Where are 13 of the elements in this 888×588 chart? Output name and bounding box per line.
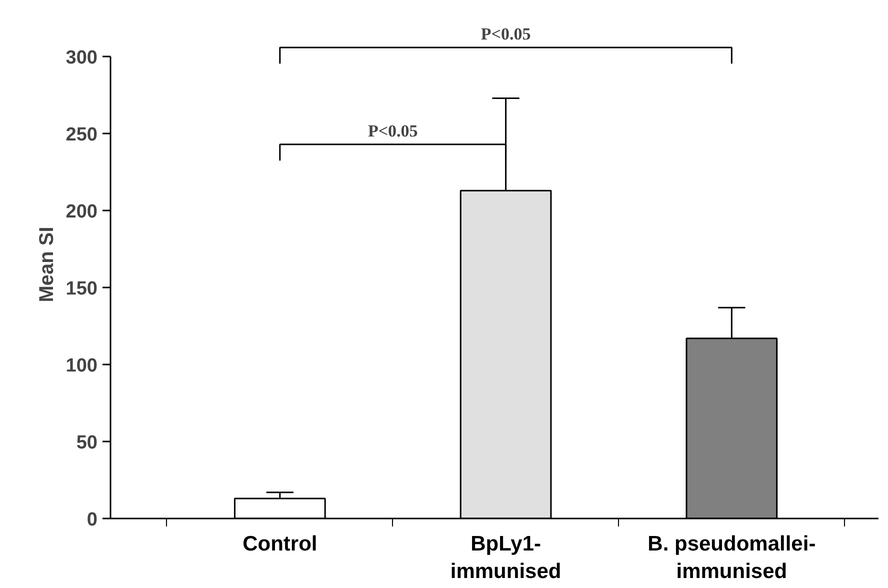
y-tick-label: 50 bbox=[76, 432, 98, 454]
x-tick-label: B. pseudomallei-immunised bbox=[648, 532, 816, 584]
y-tick-label: 100 bbox=[66, 356, 98, 377]
y-tick-label: 200 bbox=[66, 202, 98, 223]
y-axis-title: Mean SI bbox=[36, 226, 58, 302]
annotation: P<0.05 bbox=[368, 121, 418, 140]
x-tick-label: BpLy1-immunised bbox=[450, 532, 562, 584]
x-tick-label: Control bbox=[242, 532, 318, 556]
text: P<0.05 bbox=[480, 24, 531, 44]
y-tick-label: 300 bbox=[66, 48, 98, 69]
y-tick-label: 250 bbox=[66, 124, 98, 146]
y-tick-label: 150 bbox=[66, 278, 98, 300]
y-tick-label: 0 bbox=[86, 510, 98, 530]
